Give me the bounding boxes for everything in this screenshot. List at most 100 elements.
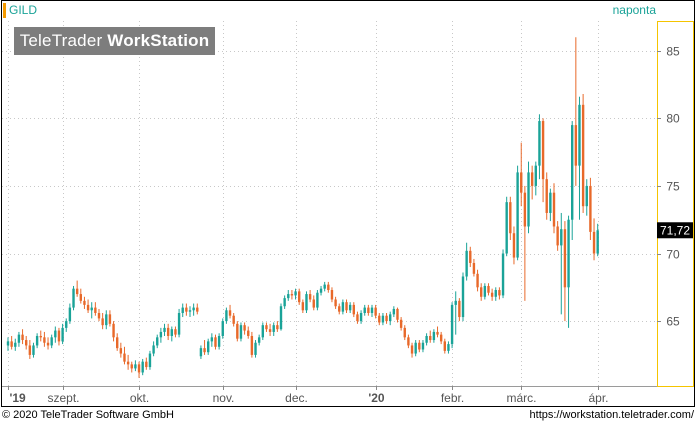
candle-body [217, 335, 221, 347]
candle-body [156, 337, 159, 346]
candle [210, 333, 214, 347]
watermark-brand: TeleTrader [19, 31, 103, 50]
period-label[interactable]: naponta [612, 3, 656, 17]
candle [75, 280, 79, 297]
candle [108, 310, 112, 327]
candle [589, 177, 592, 240]
candle [50, 334, 53, 349]
candle [385, 313, 388, 324]
candle-body [418, 342, 421, 350]
candle-body [25, 340, 28, 346]
candle-body [83, 300, 86, 305]
candle [490, 288, 494, 301]
candle [185, 303, 188, 316]
candle-body [381, 315, 385, 323]
candle [458, 298, 461, 322]
candle [461, 272, 465, 322]
candle-body [425, 335, 428, 343]
candle-body [589, 185, 592, 232]
candle-body [203, 348, 206, 353]
candle-body [148, 353, 152, 368]
candle [192, 303, 195, 316]
candle-body [221, 321, 224, 336]
candle [57, 327, 61, 346]
candle [399, 317, 403, 331]
candle-body [17, 334, 21, 343]
candle [65, 318, 68, 332]
price-axis [657, 21, 694, 387]
candle [509, 196, 512, 240]
candle [381, 313, 385, 326]
candle-body [268, 329, 272, 332]
candle-body [46, 342, 50, 346]
price-axis-labels: 65 70 75 80 85 [657, 45, 680, 329]
candle-body [166, 327, 170, 336]
copyright-text: © 2020 TeleTrader Software GmbH [2, 409, 174, 421]
candle [316, 290, 319, 311]
candle [396, 307, 399, 323]
candle-body [79, 294, 82, 301]
candle [301, 299, 305, 313]
candle-body [301, 302, 305, 311]
candle [370, 304, 374, 318]
candle [530, 165, 534, 200]
candle [298, 288, 301, 305]
candle-body [399, 319, 403, 328]
candle-body [323, 284, 326, 289]
candle [418, 340, 421, 353]
candle-body [541, 121, 545, 180]
candle-body [443, 341, 446, 351]
candle [552, 183, 556, 234]
candle-body [432, 331, 436, 341]
candle-body [123, 353, 126, 362]
candle [560, 212, 563, 315]
candle-body [520, 172, 523, 193]
candle-body [483, 285, 487, 297]
candle-body [39, 335, 42, 338]
candle-body [236, 323, 239, 339]
candle [119, 342, 123, 358]
candle-body [490, 292, 494, 297]
candle [141, 358, 144, 376]
candle [469, 246, 472, 268]
candle [505, 196, 508, 257]
candle-body [523, 192, 527, 227]
candle [425, 333, 428, 346]
candle-body [192, 307, 195, 311]
candle [447, 341, 450, 354]
candle [567, 215, 570, 328]
candle [334, 296, 337, 309]
candle-body [276, 325, 279, 330]
candle-body [527, 172, 530, 227]
candle [439, 331, 443, 345]
candle-body [501, 253, 505, 296]
website-link[interactable]: https://workstation.teletrader.com/ [529, 409, 694, 421]
y-tick-label: 70 [666, 248, 680, 262]
candle [338, 303, 341, 315]
x-tick-label: dec. [285, 391, 308, 405]
y-tick-label: 85 [666, 45, 680, 59]
candle-body [232, 315, 235, 324]
watermark-product: WorkStation [107, 31, 210, 50]
candle [341, 299, 345, 315]
candle [217, 333, 221, 350]
candle-body [112, 323, 115, 338]
y-tick-label: 80 [666, 112, 680, 126]
candle [359, 310, 363, 324]
candle [199, 345, 203, 359]
candle-body [345, 302, 348, 311]
time-axis-labels: '19 szept. okt. nov. dec. '20 febr. márc. ápr. [8, 386, 609, 405]
candle-body [407, 337, 410, 346]
candle [79, 288, 82, 304]
candle-body [119, 348, 123, 354]
y-tick-label: 75 [666, 180, 680, 194]
candle-body [35, 335, 39, 346]
candle [101, 313, 104, 330]
candle [516, 165, 519, 261]
candle-body [414, 342, 417, 354]
candle-body [327, 284, 330, 291]
candle [207, 338, 210, 355]
candle [363, 304, 366, 316]
candle-body [250, 335, 254, 355]
candle-body [469, 250, 472, 263]
